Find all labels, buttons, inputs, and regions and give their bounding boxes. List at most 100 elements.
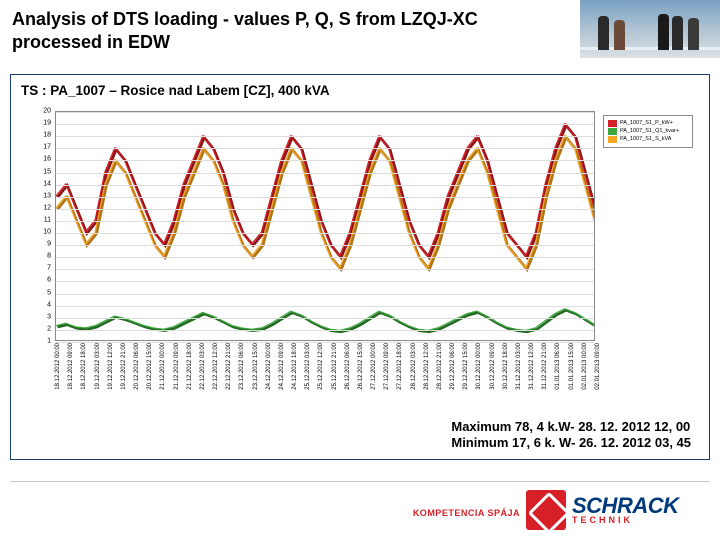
x-tick-label: 28.12.2012 12:00: [424, 343, 430, 390]
x-tick-label: 31.12.2012 03:00: [516, 343, 522, 390]
x-tick-label: 24.12.2012 00:00: [266, 343, 272, 390]
person-silhouette: [658, 14, 669, 50]
logo-mark-icon: [526, 490, 566, 530]
x-tick-label: 27.12.2012 09:00: [384, 343, 390, 390]
x-tick-label: 27.12.2012 18:00: [397, 343, 403, 390]
x-tick-label: 22.12.2012 21:00: [226, 343, 232, 390]
gridline: [56, 185, 594, 186]
x-tick-label: 29.12.2012 15:00: [463, 343, 469, 390]
gridline: [56, 330, 594, 331]
gridline: [56, 306, 594, 307]
x-tick-label: 29.12.2012 06:00: [450, 343, 456, 390]
x-tick-label: 21.12.2012 00:00: [160, 343, 166, 390]
x-tick-label: 26.12.2012 06:00: [345, 343, 351, 390]
gridline: [56, 209, 594, 210]
stats-block: Maximum 78, 4 k.W- 28. 12. 2012 12, 00 M…: [451, 419, 691, 452]
x-tick-label: 18.12.2012 18:00: [81, 343, 87, 390]
series-line: [56, 309, 594, 331]
x-tick-label: 28.12.2012 21:00: [437, 343, 443, 390]
x-tick-label: 27.12.2012 00:00: [371, 343, 377, 390]
legend-item: PA_1007_S1_Q1_kvar+: [608, 128, 688, 135]
x-tick-label: 24.12.2012 09:00: [279, 343, 285, 390]
chart: 1234567891011121314151617181920 18.12.20…: [27, 111, 695, 411]
legend-item: PA_1007_S1_P_kW+: [608, 120, 688, 127]
y-tick-label: 8: [47, 253, 51, 260]
footer: KOMPETENCIA SPÁJA SCHRACK TECHNIK: [0, 480, 720, 540]
person-silhouette: [614, 20, 625, 50]
logo-name: SCHRACK: [572, 496, 679, 516]
y-tick-label: 18: [43, 132, 51, 139]
stat-min: Minimum 17, 6 k. W- 26. 12. 2012 03, 45: [451, 435, 691, 451]
x-tick-label: 01.01.2013 15:00: [569, 343, 575, 390]
gridline: [56, 318, 594, 319]
y-tick-label: 3: [47, 313, 51, 320]
y-tick-label: 5: [47, 289, 51, 296]
legend-item: PA_1007_S1_S_kVA: [608, 136, 688, 143]
series-line: [56, 124, 594, 256]
stat-max: Maximum 78, 4 k.W- 28. 12. 2012 12, 00: [451, 419, 691, 435]
legend-label: PA_1007_S1_Q1_kvar+: [620, 129, 679, 135]
y-tick-label: 12: [43, 204, 51, 211]
legend-label: PA_1007_S1_S_kVA: [620, 137, 671, 143]
content-frame: TS : PA_1007 – Rosice nad Labem [CZ], 40…: [10, 74, 710, 460]
x-tick-label: 23.12.2012 15:00: [253, 343, 259, 390]
x-tick-label: 24.12.2012 18:00: [292, 343, 298, 390]
y-tick-label: 15: [43, 168, 51, 175]
header-decorative-photo: [580, 0, 720, 58]
y-tick-label: 2: [47, 325, 51, 332]
x-tick-label: 18.12.2012 09:00: [68, 343, 74, 390]
x-tick-label: 01.01.2013 06:00: [555, 343, 561, 390]
gridline: [56, 233, 594, 234]
x-tick-label: 31.12.2012 21:00: [542, 343, 548, 390]
x-tick-label: 25.12.2012 03:00: [305, 343, 311, 390]
person-silhouette: [598, 16, 609, 50]
person-silhouette: [672, 16, 683, 50]
gridline: [56, 281, 594, 282]
y-tick-label: 10: [43, 229, 51, 236]
logo-sub: TECHNIK: [572, 516, 679, 524]
x-tick-label: 18.12.2012 00:00: [55, 343, 61, 390]
x-tick-label: 20.12.2012 06:00: [134, 343, 140, 390]
gridline: [56, 160, 594, 161]
logo: SCHRACK TECHNIK: [526, 488, 706, 532]
y-tick-label: 16: [43, 156, 51, 163]
y-tick-label: 20: [43, 108, 51, 115]
legend-swatch-icon: [608, 136, 617, 143]
x-tick-label: 20.12.2012 15:00: [147, 343, 153, 390]
x-tick-label: 19.12.2012 12:00: [108, 343, 114, 390]
x-tick-label: 23.12.2012 06:00: [239, 343, 245, 390]
gridline: [56, 221, 594, 222]
x-tick-label: 19.12.2012 21:00: [121, 343, 127, 390]
x-tick-label: 30.12.2012 09:00: [490, 343, 496, 390]
x-tick-label: 28.12.2012 03:00: [411, 343, 417, 390]
series-line: [56, 136, 594, 268]
legend-label: PA_1007_S1_P_kW+: [620, 121, 673, 127]
person-silhouette: [688, 18, 699, 50]
plot-area: [55, 111, 595, 341]
title-line-2: processed in EDW: [12, 32, 170, 52]
x-tick-label: 25.12.2012 21:00: [332, 343, 338, 390]
y-tick-label: 13: [43, 192, 51, 199]
gridline: [56, 112, 594, 113]
y-axis: 1234567891011121314151617181920: [27, 111, 53, 341]
y-tick-label: 7: [47, 265, 51, 272]
gridline: [56, 294, 594, 295]
legend-swatch-icon: [608, 128, 617, 135]
y-tick-label: 11: [44, 216, 51, 223]
gridline: [56, 148, 594, 149]
legend: PA_1007_S1_P_kW+ PA_1007_S1_Q1_kvar+ PA_10…: [603, 115, 693, 148]
y-tick-label: 6: [47, 277, 51, 284]
x-tick-label: 30.12.2012 00:00: [476, 343, 482, 390]
gridline: [56, 197, 594, 198]
x-tick-label: 31.12.2012 12:00: [529, 343, 535, 390]
y-tick-label: 14: [43, 180, 51, 187]
x-tick-label: 02.01.2013 09:00: [595, 343, 601, 390]
x-axis: 18.12.2012 00:00 18.12.2012 09:00 18.12.20…: [55, 343, 595, 409]
title-line-1: Analysis of DTS loading - values P, Q, S…: [12, 9, 478, 29]
x-tick-label: 30.12.2012 18:00: [503, 343, 509, 390]
x-tick-label: 21.12.2012 09:00: [174, 343, 180, 390]
gridline: [56, 136, 594, 137]
gridline: [56, 257, 594, 258]
x-tick-label: 22.12.2012 12:00: [213, 343, 219, 390]
x-tick-label: 21.12.2012 18:00: [187, 343, 193, 390]
